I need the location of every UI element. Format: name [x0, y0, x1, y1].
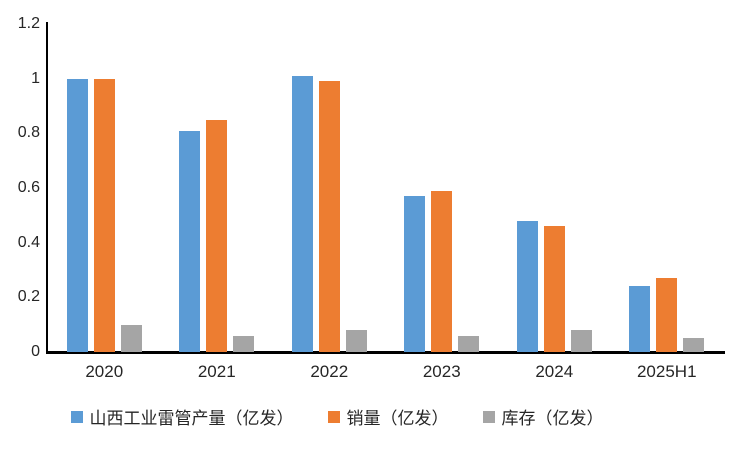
- bar-2020-series-0: [66, 78, 88, 352]
- bar-2023-series-0: [404, 196, 426, 352]
- bar-2023-series-1: [431, 190, 453, 352]
- legend-label: 库存（亿发）: [501, 409, 604, 428]
- y-tick-label: 0: [31, 343, 40, 360]
- y-tick-label: 1: [31, 69, 40, 87]
- y-tick-label: 0.2: [17, 288, 40, 306]
- bar-2024-series-1: [543, 226, 565, 352]
- bar-2022-series-2: [345, 330, 367, 352]
- bar-2020-series-2: [120, 324, 142, 352]
- bar-2024-series-2: [570, 330, 592, 352]
- bar-2023-series-2: [458, 335, 480, 352]
- y-axis-line: [46, 22, 48, 352]
- bar-2022-series-1: [318, 81, 340, 352]
- x-category-label-2024: 2024: [535, 362, 574, 381]
- y-tick-label: 0.4: [17, 233, 40, 251]
- x-category-label-2023: 2023: [422, 362, 461, 381]
- x-axis-line: [46, 351, 725, 354]
- y-tick-label: 0.8: [17, 124, 40, 142]
- legend-swatch-icon: [70, 410, 83, 423]
- bar-2022-series-0: [291, 75, 313, 352]
- plot-area: [48, 24, 723, 352]
- bar-2021-series-0: [179, 130, 201, 352]
- bar-2024-series-0: [516, 220, 538, 352]
- bar-2025H1-series-2: [683, 338, 705, 352]
- bar-2021-series-2: [233, 335, 255, 352]
- bar-2021-series-1: [206, 119, 228, 352]
- legend-item-0: 山西工业雷管产量（亿发）: [70, 404, 294, 429]
- legend-swatch-icon: [327, 410, 340, 423]
- legend-item-1: 销量（亿发）: [327, 404, 449, 429]
- y-tick-label: 0.6: [17, 179, 40, 196]
- x-category-label-2020: 2020: [85, 362, 124, 381]
- chart-legend: 山西工业雷管产量（亿发） 销量（亿发） 库存（亿发）: [0, 404, 712, 429]
- bar-2025H1-series-0: [629, 286, 651, 352]
- bar-2020-series-1: [93, 78, 115, 352]
- y-tick-label: 1.2: [17, 15, 40, 32]
- legend-item-2: 库存（亿发）: [482, 404, 604, 429]
- x-category-label-2021: 2021: [197, 362, 236, 381]
- x-category-label-2025H1: 2025H1: [636, 362, 697, 381]
- bar-2025H1-series-1: [656, 278, 678, 352]
- legend-label: 山西工业雷管产量（亿发）: [89, 409, 294, 428]
- legend-swatch-icon: [482, 410, 495, 423]
- legend-label: 销量（亿发）: [346, 409, 449, 428]
- x-category-label-2022: 2022: [310, 362, 349, 381]
